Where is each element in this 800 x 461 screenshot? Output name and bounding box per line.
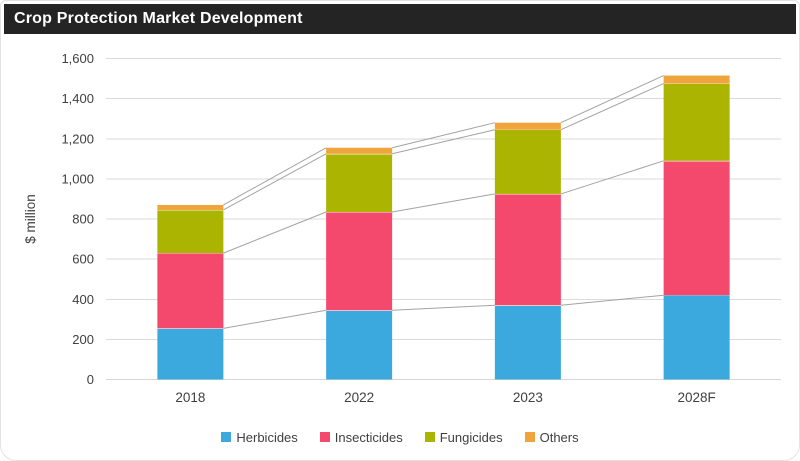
y-tick-label: 1,600 bbox=[61, 51, 94, 66]
x-tick-label: 2022 bbox=[344, 390, 374, 405]
legend-item-herbicides: Herbicides bbox=[221, 429, 298, 445]
y-tick-label: 1,200 bbox=[61, 131, 94, 146]
connector-line-others bbox=[560, 75, 664, 124]
bar-segment-insecticides-2028F bbox=[663, 160, 730, 296]
bar-segment-insecticides-2018 bbox=[157, 253, 224, 329]
legend-label: Herbicides bbox=[236, 429, 298, 445]
connector-line-herbicides bbox=[560, 294, 664, 306]
legend-swatch-herbicides bbox=[221, 432, 232, 442]
bar-segment-herbicides-2022 bbox=[326, 310, 393, 380]
bar-segment-fungicides-2022 bbox=[326, 153, 393, 212]
bar-segment-herbicides-2028F bbox=[663, 295, 730, 380]
legend-swatch-fungicides bbox=[424, 432, 435, 442]
bar-segment-herbicides-2018 bbox=[157, 328, 224, 380]
legend-label: Insecticides bbox=[334, 429, 403, 445]
legend-item-fungicides: Fungicides bbox=[424, 429, 503, 445]
legend-item-insecticides: Insecticides bbox=[319, 429, 403, 445]
connector-line-herbicides bbox=[223, 309, 327, 329]
connector-line-insecticides bbox=[560, 160, 664, 195]
y-tick-label: 200 bbox=[72, 332, 94, 347]
connector-line-fungicides bbox=[560, 83, 664, 131]
bar-segment-fungicides-2018 bbox=[157, 209, 224, 254]
y-tick-label: 400 bbox=[72, 292, 94, 307]
chart-title-bar: Crop Protection Market Development bbox=[4, 4, 796, 34]
legend-swatch-others bbox=[524, 432, 535, 442]
legend-label: Others bbox=[539, 429, 579, 445]
bar-segment-fungicides-2023 bbox=[494, 129, 561, 194]
y-tick-label: 0 bbox=[87, 372, 94, 387]
bar-segment-others-2018 bbox=[157, 204, 224, 210]
x-tick-label: 2018 bbox=[175, 390, 205, 405]
chart-legend: Herbicides Insecticides Fungicides Others bbox=[1, 424, 799, 450]
y-tick-label: 800 bbox=[72, 212, 94, 227]
connector-line-others bbox=[223, 147, 327, 206]
bar-segment-insecticides-2022 bbox=[326, 211, 393, 311]
bar-segment-others-2028F bbox=[663, 75, 730, 84]
chart-title: Crop Protection Market Development bbox=[14, 10, 303, 27]
legend-swatch-insecticides bbox=[319, 432, 330, 442]
y-tick-label: 600 bbox=[72, 252, 94, 267]
bar-segment-fungicides-2028F bbox=[663, 83, 730, 161]
x-tick-label: 2023 bbox=[513, 390, 543, 405]
bar-segment-herbicides-2023 bbox=[494, 305, 561, 380]
connector-line-herbicides bbox=[392, 304, 495, 311]
y-tick-label: 1,000 bbox=[61, 171, 94, 186]
y-tick-label: 1,400 bbox=[61, 91, 94, 106]
connector-line-insecticides bbox=[223, 211, 327, 254]
connector-line-fungicides bbox=[392, 129, 495, 155]
bar-segment-others-2023 bbox=[494, 122, 561, 130]
legend-item-others: Others bbox=[524, 429, 579, 445]
connector-line-others bbox=[392, 122, 495, 149]
legend-label: Fungicides bbox=[439, 429, 503, 445]
bar-segment-others-2022 bbox=[326, 147, 393, 154]
bar-segment-insecticides-2023 bbox=[494, 193, 561, 306]
x-tick-label: 2028F bbox=[677, 390, 715, 405]
y-axis-title: $ million bbox=[23, 194, 38, 244]
connector-line-fungicides bbox=[223, 153, 327, 211]
connector-line-insecticides bbox=[392, 193, 495, 213]
